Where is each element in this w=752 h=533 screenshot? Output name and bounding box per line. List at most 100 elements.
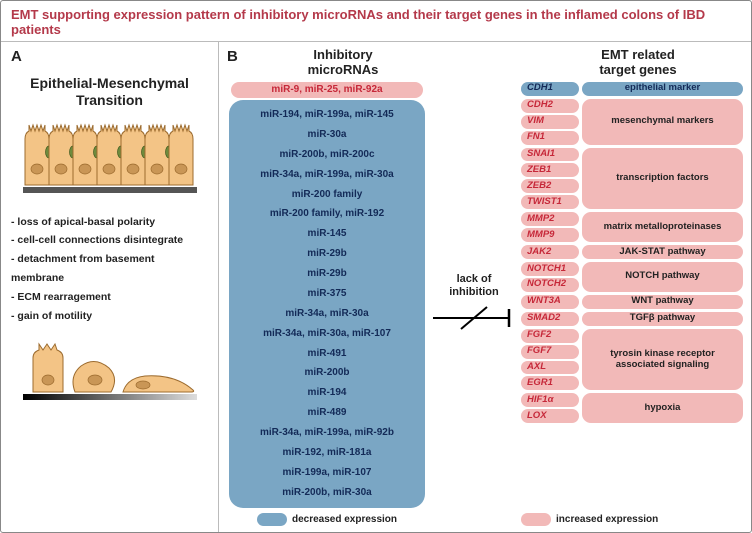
gene-name-cell: AXL (521, 361, 579, 375)
gene-name-cell: VIM (521, 115, 579, 129)
lack-l2: inhibition (449, 286, 498, 298)
gene-group-row: JAK2JAK-STAT pathway (521, 245, 743, 259)
mesenchymal-illustration (11, 340, 208, 410)
mirna-row: miR-200b, miR-200c (279, 146, 374, 164)
bullet-item: - detachment from basement membrane (11, 250, 208, 288)
mirna-increased-pill: miR-9, miR-25, miR-92a (231, 82, 423, 99)
mirna-row: miR-199a, miR-107 (283, 464, 372, 482)
gene-category-cell: JAK-STAT pathway (582, 245, 743, 259)
middle-column: lack of inhibition (427, 82, 521, 526)
mirna-row: miR-200 family, miR-192 (270, 206, 384, 224)
panel-a: A Epithelial-Mesenchymal Transition (1, 42, 219, 532)
emt-bullets: - loss of apical-basal polarity - cell-c… (11, 213, 208, 326)
gene-category-cell: hypoxia (582, 393, 743, 423)
mirna-row: miR-194, miR-199a, miR-145 (260, 106, 393, 124)
mirna-row: miR-30a (308, 126, 347, 144)
gene-group-row: WNT3AWNT pathway (521, 295, 743, 309)
column-headings: Inhibitory microRNAs EMT related target … (243, 48, 743, 78)
epithelium-svg (15, 119, 205, 199)
gene-name-stack: SNAI1ZEB1 ZEB2 TWIST1 (521, 148, 579, 210)
gene-group-row: HIF1α LOXhypoxia (521, 393, 743, 423)
right-heading-l2: target genes (599, 62, 676, 77)
gene-category-cell: NOTCH pathway (582, 262, 743, 292)
gene-group-row: MMP2MMP9matrix metalloproteinases (521, 212, 743, 242)
mesenchymal-svg (15, 340, 205, 410)
gene-name-stack: CDH2 VIM FN1 (521, 99, 579, 145)
gene-name-cell: HIF1α (521, 393, 579, 407)
gene-category-cell: transcription factors (582, 148, 743, 210)
mirna-decreased-block: miR-194, miR-199a, miR-145 miR-30a miR-200… (229, 100, 425, 508)
emt-heading: Epithelial-Mesenchymal Transition (11, 75, 208, 109)
emt-heading-l1: Epithelial-Mesenchymal (30, 75, 189, 91)
bullet-item: - loss of apical-basal polarity (11, 213, 208, 232)
panel-b-body: miR-9, miR-25, miR-92a miR-194, miR-199a… (227, 82, 743, 526)
gene-category-cell: WNT pathway (582, 295, 743, 309)
gene-name-stack: JAK2 (521, 245, 579, 259)
gene-name-cell: WNT3A (521, 295, 579, 309)
gene-name-cell: SNAI1 (521, 148, 579, 162)
gene-name-cell: TWIST1 (521, 195, 579, 209)
gene-category-cell: mesenchymal markers (582, 99, 743, 145)
gene-name-cell: SMAD2 (521, 312, 579, 326)
mirna-row: miR-194 (308, 385, 347, 403)
figure-title: EMT supporting expression pattern of inh… (1, 1, 751, 42)
mirna-column: miR-9, miR-25, miR-92a miR-194, miR-199a… (227, 82, 427, 526)
gene-name-cell: FN1 (521, 131, 579, 145)
mirna-row: miR-29b (307, 265, 346, 283)
gene-name-stack: HIF1α LOX (521, 393, 579, 423)
swatch-blue (257, 513, 287, 526)
left-heading-l1: Inhibitory (313, 47, 372, 62)
gene-group-row: CDH2 VIM FN1mesenchymal markers (521, 99, 743, 145)
epithelium-illustration (11, 119, 208, 199)
legend-decreased: decreased expression (257, 513, 397, 526)
mirna-row: miR-489 (308, 405, 347, 423)
mirna-row: miR-375 (308, 285, 347, 303)
bullet-item: - gain of motility (11, 307, 208, 326)
gene-name-cell: MMP2 (521, 212, 579, 226)
gene-name-stack: MMP2MMP9 (521, 212, 579, 242)
gene-name-cell: CDH2 (521, 99, 579, 113)
gene-name-cell: CDH1 (521, 82, 579, 96)
gene-name-cell: NOTCH1 (521, 262, 579, 276)
gradient-membrane (23, 394, 197, 400)
gene-group-row: SMAD2TGFβ pathway (521, 312, 743, 326)
gene-name-cell: JAK2 (521, 245, 579, 259)
mirna-row: miR-200 family (292, 186, 363, 204)
gene-group-row: SNAI1ZEB1 ZEB2 TWIST1transcription factors (521, 148, 743, 210)
gene-group-row: FGF2FGF7AXLEGR1tyrosin kinase receptor a… (521, 329, 743, 391)
gene-name-cell: LOX (521, 409, 579, 423)
lack-l1: lack of (457, 273, 492, 285)
mirna-row: miR-200b, miR-30a (282, 484, 371, 502)
gene-name-stack: CDH1 (521, 82, 579, 96)
inhibition-arrow-icon (431, 301, 517, 335)
gene-name-cell: ZEB2 (521, 179, 579, 193)
mirna-row: miR-34a, miR-199a, miR-30a (260, 166, 393, 184)
mirna-row: miR-200b (304, 365, 349, 383)
mirna-row: miR-192, miR-181a (283, 444, 372, 462)
lack-of-inhibition-label: lack of inhibition (449, 273, 498, 298)
genes-column: CDH1epithelial markerCDH2VIMFN1mesenchym… (521, 82, 743, 526)
gene-groups: CDH1epithelial markerCDH2VIMFN1mesenchym… (521, 82, 743, 508)
basement-membrane (23, 187, 197, 193)
gene-category-cell: TGFβ pathway (582, 312, 743, 326)
emt-heading-l2: Transition (76, 92, 143, 108)
panel-b-letter: B (227, 48, 243, 78)
mirna-row: miR-34a, miR-30a, miR-107 (263, 325, 391, 343)
mirna-row: miR-34a, miR-30a (285, 305, 368, 323)
gene-group-row: NOTCH1NOTCH2NOTCH pathway (521, 262, 743, 292)
legend-increased: increased expression (521, 513, 743, 526)
gene-name-cell: ZEB1 (521, 163, 579, 177)
bullet-item: - ECM rearragement (11, 288, 208, 307)
gene-name-cell: FGF7 (521, 345, 579, 359)
mirna-row: miR-491 (308, 345, 347, 363)
gene-category-cell: tyrosin kinase receptor associated signa… (582, 329, 743, 391)
right-heading: EMT related target genes (533, 48, 743, 78)
figure-container: EMT supporting expression pattern of inh… (0, 0, 752, 533)
gene-category-cell: matrix metalloproteinases (582, 212, 743, 242)
panel-a-letter: A (11, 48, 208, 65)
mirna-row: miR-29b (307, 246, 346, 264)
legend-increased-label: increased expression (556, 514, 658, 525)
right-heading-l1: EMT related (601, 47, 675, 62)
legend-decreased-label: decreased expression (292, 514, 397, 525)
gene-name-cell: FGF2 (521, 329, 579, 343)
